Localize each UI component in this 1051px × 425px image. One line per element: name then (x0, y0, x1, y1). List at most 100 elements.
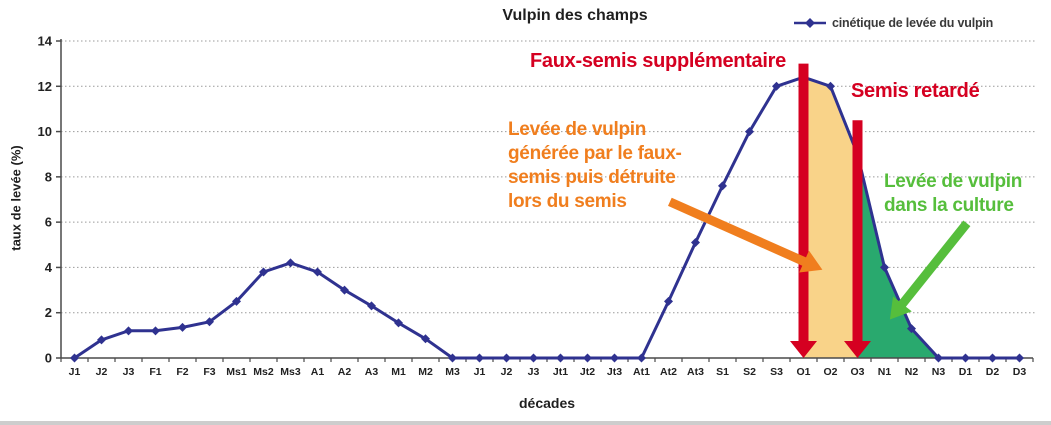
data-point-marker (286, 258, 295, 268)
data-point-marker (637, 353, 646, 363)
data-point-marker (610, 353, 619, 363)
data-point-marker (178, 322, 187, 332)
annotation-culture: Levée de vulpin dans la culture (884, 170, 1022, 218)
x-tick-label: O1 (796, 366, 810, 378)
x-tick-label: Ms1 (226, 366, 247, 378)
x-tick-label: O3 (850, 366, 864, 378)
x-tick-label: J3 (123, 366, 135, 378)
annotation-faux-semis-effect: Levée de vulpin générée par le faux- sem… (508, 118, 682, 214)
data-point-marker (367, 301, 376, 311)
data-point-marker (475, 353, 484, 363)
data-point-marker (448, 353, 457, 363)
annotation-line: lors du semis (508, 191, 627, 212)
x-tick-label: F3 (203, 366, 215, 378)
culture-area (857, 154, 939, 358)
data-point-marker (97, 335, 106, 345)
x-tick-label: At3 (687, 366, 704, 378)
annotation-line: semis puis détruite (508, 167, 676, 188)
x-tick-label: N1 (878, 366, 892, 378)
x-tick-label: D3 (1013, 366, 1027, 378)
data-point-marker (124, 326, 133, 336)
x-tick-label: F1 (149, 366, 161, 378)
x-tick-label: Ms3 (280, 366, 301, 378)
data-point-marker (313, 267, 322, 277)
x-tick-label: O2 (823, 366, 837, 378)
legend: cinétique de levée du vulpin (793, 16, 993, 30)
x-tick-label: F2 (176, 366, 188, 378)
x-tick-label: At1 (633, 366, 650, 378)
semis-retarde-arrow (844, 120, 871, 358)
x-tick-label: S1 (716, 366, 729, 378)
x-tick-label: M1 (391, 366, 406, 378)
x-tick-label: A3 (365, 366, 379, 378)
data-point-marker (394, 318, 403, 328)
legend-label: cinétique de levée du vulpin (832, 16, 994, 30)
data-point-marker (502, 353, 511, 363)
data-point-marker (934, 353, 943, 363)
chart-title: Vulpin des champs (502, 7, 648, 24)
x-tick-label: At2 (660, 366, 677, 378)
x-tick-label: N3 (932, 366, 946, 378)
annotation-semis-retarde: Semis retardé (851, 80, 980, 102)
y-tick-label: 14 (38, 34, 53, 49)
y-tick-label: 10 (38, 124, 52, 139)
data-point-marker (151, 326, 160, 336)
data-point-marker (907, 324, 916, 334)
x-tick-label: D1 (959, 366, 973, 378)
data-point-marker (880, 262, 889, 272)
data-point-marker (961, 353, 970, 363)
annotation-line: générée par le faux- (508, 143, 682, 164)
x-tick-label: J1 (69, 366, 81, 378)
data-point-marker (529, 353, 538, 363)
annotation-line: dans la culture (884, 195, 1014, 216)
x-tick-label: J1 (474, 366, 486, 378)
y-tick-label: 0 (45, 351, 52, 366)
annotation-line: Levée de vulpin (884, 171, 1023, 192)
x-tick-label: A1 (311, 366, 325, 378)
x-tick-label: Jt2 (580, 366, 595, 378)
page-bottom-edge (0, 421, 1051, 425)
data-point-marker (988, 353, 997, 363)
annotation-faux-semis: Faux-semis supplémentaire (530, 50, 786, 72)
y-tick-label: 12 (38, 79, 52, 94)
x-tick-label: A2 (338, 366, 352, 378)
x-tick-label: Jt1 (553, 366, 568, 378)
y-tick-label: 8 (45, 169, 52, 184)
faux-semis-arrow (790, 63, 817, 358)
data-point-marker (340, 285, 349, 295)
data-point-marker (772, 81, 781, 91)
x-tick-label: J2 (501, 366, 513, 378)
faux-semis-area (803, 77, 858, 358)
x-tick-label: J2 (96, 366, 108, 378)
data-point-marker (826, 81, 835, 91)
x-tick-label: S2 (743, 366, 756, 378)
y-tick-label: 2 (45, 305, 52, 320)
data-point-marker (556, 353, 565, 363)
data-point-marker (745, 127, 754, 137)
data-point-marker (664, 296, 673, 306)
x-tick-label: D2 (986, 366, 1000, 378)
data-point-marker (718, 181, 727, 191)
data-point-marker (70, 353, 79, 363)
data-point-marker (232, 296, 241, 306)
y-tick-label: 6 (45, 215, 52, 230)
x-tick-label: S3 (770, 366, 783, 378)
x-tick-label: M2 (418, 366, 433, 378)
x-tick-label: Jt3 (607, 366, 622, 378)
x-tick-label: J3 (528, 366, 540, 378)
x-axis-title: décades (518, 395, 576, 411)
annotation-line: Levée de vulpin (508, 119, 647, 140)
x-tick-label: Ms2 (253, 366, 274, 378)
x-tick-label: M3 (445, 366, 460, 378)
legend-line-marker-icon (794, 18, 826, 28)
culture-arrow (889, 220, 971, 320)
data-point-marker (691, 238, 700, 248)
faux-semis-effect-arrow (668, 197, 823, 273)
y-tick-label: 4 (45, 260, 53, 275)
data-point-marker (259, 267, 268, 277)
data-point-marker (421, 334, 430, 344)
data-point-marker (583, 353, 592, 363)
data-point-marker (1015, 353, 1024, 363)
